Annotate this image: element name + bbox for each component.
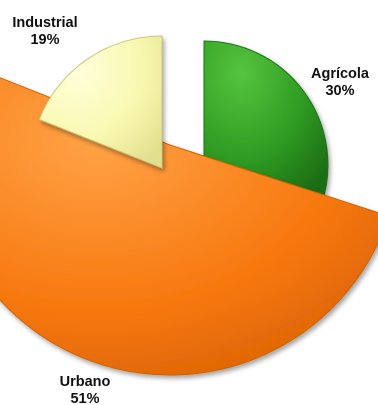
pie-slice-industrial (38, 35, 163, 169)
data-label-urbano-percent: 51% (70, 391, 99, 405)
data-label-agricola: Agrícola 30% (311, 66, 370, 99)
data-label-urbano-name: Urbano (60, 374, 111, 390)
data-label-industrial-percent: 19% (30, 32, 59, 48)
data-label-agricola-percent: 30% (325, 83, 354, 99)
data-label-industrial-name: Industrial (12, 15, 77, 31)
data-label-agricola-name: Agrícola (311, 66, 370, 82)
data-label-urbano: Urbano 51% (60, 374, 111, 405)
data-label-industrial: Industrial 19% (12, 15, 77, 48)
pie-slice-agricola (203, 40, 329, 204)
pie-slice-urbano (0, 77, 378, 376)
